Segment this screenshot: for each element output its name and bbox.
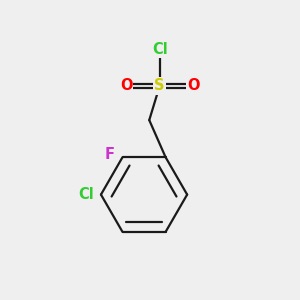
Text: Cl: Cl <box>78 187 94 202</box>
Text: S: S <box>154 78 165 93</box>
Text: O: O <box>187 78 200 93</box>
Text: O: O <box>120 78 132 93</box>
Text: F: F <box>105 147 115 162</box>
Text: Cl: Cl <box>152 42 167 57</box>
